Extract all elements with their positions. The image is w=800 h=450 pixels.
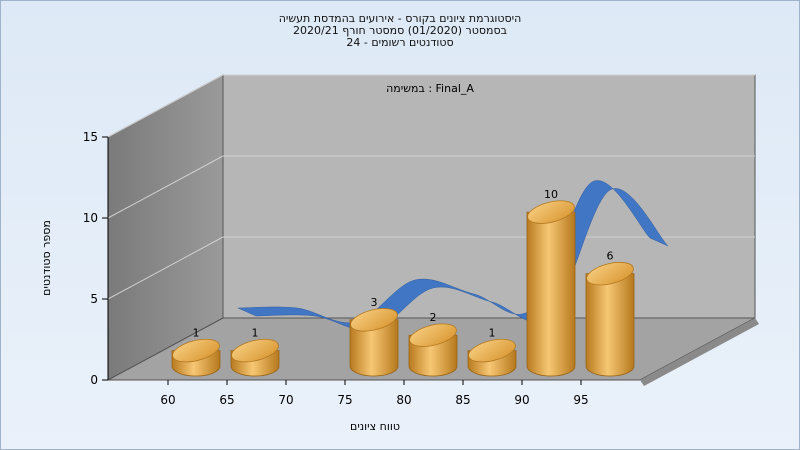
data-label: 3	[371, 296, 378, 309]
gridline-side	[107, 155, 224, 219]
chart-title-line-1: היסטוגרמת ציונים בקורס - אירועים בהמדסת …	[278, 12, 522, 25]
y-tick-label: 10	[83, 211, 98, 225]
bar-cap	[586, 261, 634, 286]
data-label: 2	[430, 311, 437, 324]
bar-cap	[468, 338, 516, 363]
x-tick-label: 60	[160, 393, 175, 407]
y-tick-label: 0	[90, 373, 98, 387]
data-label: 6	[607, 250, 614, 263]
x-tick-label: 65	[219, 393, 234, 407]
bar	[171, 338, 221, 377]
gridline-side	[107, 236, 224, 300]
y-tick-label: 15	[83, 130, 98, 144]
bar	[230, 338, 280, 377]
chart-title-line-2: בסמסטר (01/2020) סמסטר חורף 2020/21	[293, 24, 507, 37]
x-tick-label: 85	[455, 393, 470, 407]
data-label: 1	[252, 327, 259, 340]
x-tick-label: 75	[337, 393, 352, 407]
x-tick-label: 90	[514, 393, 529, 407]
bar-cap	[231, 338, 279, 363]
chart-title-line-3: סטודנטים רשומים - 24	[346, 36, 454, 49]
x-axis-label: טווח ציונים	[350, 420, 400, 433]
y-axis-label: מספר סטודנטים	[40, 220, 53, 296]
gridline-side	[107, 74, 224, 138]
data-label: 1	[489, 327, 496, 340]
y-tick-label: 5	[90, 292, 98, 306]
bar-cap	[172, 338, 220, 363]
bar	[349, 308, 399, 377]
bar	[585, 261, 635, 377]
bar-body	[526, 211, 576, 377]
bar	[467, 338, 517, 377]
bar-body	[585, 273, 635, 377]
bar-body	[349, 319, 399, 377]
data-label: 10	[544, 188, 558, 201]
bar	[526, 200, 576, 377]
bar	[408, 323, 458, 377]
bar-cap	[350, 308, 398, 332]
back-wall	[222, 74, 756, 319]
x-tick-label: 95	[573, 393, 588, 407]
chart-subtitle: במשימה : Final_A	[386, 82, 474, 95]
bar-cap	[527, 200, 575, 224]
bar-cap	[409, 323, 457, 347]
x-tick-label: 80	[396, 393, 411, 407]
data-label: 1	[193, 327, 200, 340]
floor-edge	[640, 318, 759, 386]
x-tick-label: 70	[278, 393, 293, 407]
